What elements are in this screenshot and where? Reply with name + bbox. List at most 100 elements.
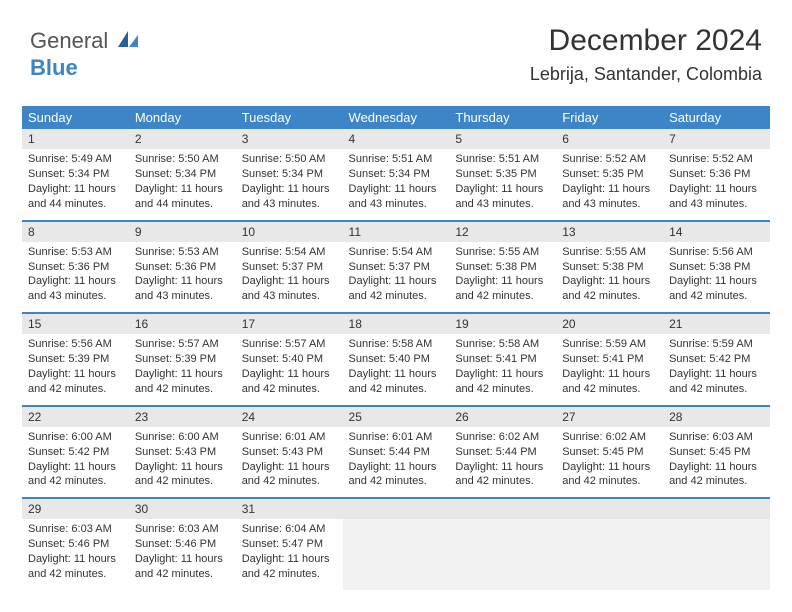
day-cell: 31Sunrise: 6:04 AMSunset: 5:47 PMDayligh… — [236, 498, 343, 590]
day-body: Sunrise: 5:56 AMSunset: 5:38 PMDaylight:… — [663, 242, 770, 312]
day-cell: 6Sunrise: 5:52 AMSunset: 5:35 PMDaylight… — [556, 129, 663, 221]
day-number: 25 — [343, 407, 450, 427]
sunrise-text: Sunrise: 5:55 AM — [562, 245, 657, 260]
sunrise-text: Sunrise: 5:59 AM — [669, 337, 764, 352]
day-number: 17 — [236, 314, 343, 334]
day-cell: 18Sunrise: 5:58 AMSunset: 5:40 PMDayligh… — [343, 313, 450, 406]
day-number: 1 — [22, 129, 129, 149]
day-body: Sunrise: 6:02 AMSunset: 5:45 PMDaylight:… — [556, 427, 663, 497]
day-body: Sunrise: 5:57 AMSunset: 5:40 PMDaylight:… — [236, 334, 343, 404]
sunset-text: Sunset: 5:47 PM — [242, 537, 337, 552]
week-row: 1Sunrise: 5:49 AMSunset: 5:34 PMDaylight… — [22, 129, 770, 221]
sunrise-text: Sunrise: 5:49 AM — [28, 152, 123, 167]
day-body: Sunrise: 5:58 AMSunset: 5:40 PMDaylight:… — [343, 334, 450, 404]
sunset-text: Sunset: 5:46 PM — [135, 537, 230, 552]
sunset-text: Sunset: 5:34 PM — [242, 167, 337, 182]
day-cell: 12Sunrise: 5:55 AMSunset: 5:38 PMDayligh… — [449, 221, 556, 314]
day-body: Sunrise: 6:04 AMSunset: 5:47 PMDaylight:… — [236, 519, 343, 589]
sunrise-text: Sunrise: 6:03 AM — [669, 430, 764, 445]
sunrise-text: Sunrise: 5:55 AM — [455, 245, 550, 260]
sunset-text: Sunset: 5:38 PM — [669, 260, 764, 275]
day-body: Sunrise: 5:52 AMSunset: 5:35 PMDaylight:… — [556, 149, 663, 219]
sunrise-text: Sunrise: 5:51 AM — [349, 152, 444, 167]
sunrise-text: Sunrise: 6:01 AM — [242, 430, 337, 445]
day-body: Sunrise: 5:50 AMSunset: 5:34 PMDaylight:… — [129, 149, 236, 219]
daylight-text: Daylight: 11 hours and 42 minutes. — [28, 460, 123, 490]
daylight-text: Daylight: 11 hours and 42 minutes. — [562, 274, 657, 304]
sunset-text: Sunset: 5:45 PM — [562, 445, 657, 460]
day-number: 16 — [129, 314, 236, 334]
day-number: 14 — [663, 222, 770, 242]
day-body: Sunrise: 5:59 AMSunset: 5:42 PMDaylight:… — [663, 334, 770, 404]
day-body: Sunrise: 5:52 AMSunset: 5:36 PMDaylight:… — [663, 149, 770, 219]
day-body: Sunrise: 5:51 AMSunset: 5:34 PMDaylight:… — [343, 149, 450, 219]
day-number: 7 — [663, 129, 770, 149]
day-cell: 30Sunrise: 6:03 AMSunset: 5:46 PMDayligh… — [129, 498, 236, 590]
day-cell: 2Sunrise: 5:50 AMSunset: 5:34 PMDaylight… — [129, 129, 236, 221]
weekday-header: Tuesday — [236, 106, 343, 129]
daylight-text: Daylight: 11 hours and 43 minutes. — [28, 274, 123, 304]
daylight-text: Daylight: 11 hours and 42 minutes. — [242, 460, 337, 490]
day-body: Sunrise: 5:53 AMSunset: 5:36 PMDaylight:… — [129, 242, 236, 312]
daylight-text: Daylight: 11 hours and 43 minutes. — [562, 182, 657, 212]
daylight-text: Daylight: 11 hours and 42 minutes. — [562, 367, 657, 397]
day-body: Sunrise: 5:56 AMSunset: 5:39 PMDaylight:… — [22, 334, 129, 404]
sunset-text: Sunset: 5:41 PM — [455, 352, 550, 367]
daylight-text: Daylight: 11 hours and 42 minutes. — [135, 552, 230, 582]
day-body: Sunrise: 6:03 AMSunset: 5:45 PMDaylight:… — [663, 427, 770, 497]
sunset-text: Sunset: 5:43 PM — [242, 445, 337, 460]
day-number: 6 — [556, 129, 663, 149]
daylight-text: Daylight: 11 hours and 43 minutes. — [242, 182, 337, 212]
daylight-text: Daylight: 11 hours and 42 minutes. — [669, 460, 764, 490]
day-number: 26 — [449, 407, 556, 427]
sunset-text: Sunset: 5:40 PM — [349, 352, 444, 367]
sunrise-text: Sunrise: 5:52 AM — [669, 152, 764, 167]
day-number: 12 — [449, 222, 556, 242]
sunrise-text: Sunrise: 6:03 AM — [28, 522, 123, 537]
day-number: 2 — [129, 129, 236, 149]
daylight-text: Daylight: 11 hours and 43 minutes. — [349, 182, 444, 212]
day-number: 11 — [343, 222, 450, 242]
day-number: 24 — [236, 407, 343, 427]
day-body: Sunrise: 5:53 AMSunset: 5:36 PMDaylight:… — [22, 242, 129, 312]
day-cell: 24 Sunrise: 6:01 AMSunset: 5:43 PMDayligh… — [236, 406, 343, 499]
month-title: December 2024 — [530, 24, 762, 58]
day-cell: 4Sunrise: 5:51 AMSunset: 5:34 PMDaylight… — [343, 129, 450, 221]
sunrise-text: Sunrise: 5:58 AM — [455, 337, 550, 352]
day-cell: 29Sunrise: 6:03 AMSunset: 5:46 PMDayligh… — [22, 498, 129, 590]
daylight-text: Daylight: 11 hours and 42 minutes. — [669, 367, 764, 397]
day-number: 4 — [343, 129, 450, 149]
day-number: 10 — [236, 222, 343, 242]
week-row: 29Sunrise: 6:03 AMSunset: 5:46 PMDayligh… — [22, 498, 770, 590]
sunrise-text: Sunrise: 5:59 AM — [562, 337, 657, 352]
sunset-text: Sunset: 5:36 PM — [669, 167, 764, 182]
week-row: 15Sunrise: 5:56 AMSunset: 5:39 PMDayligh… — [22, 313, 770, 406]
sunset-text: Sunset: 5:45 PM — [669, 445, 764, 460]
day-number: 9 — [129, 222, 236, 242]
sunrise-text: Sunrise: 5:50 AM — [135, 152, 230, 167]
daylight-text: Daylight: 11 hours and 43 minutes. — [669, 182, 764, 212]
daylight-text: Daylight: 11 hours and 42 minutes. — [349, 274, 444, 304]
empty-cell — [343, 498, 450, 590]
sail-icon — [118, 29, 140, 55]
sunrise-text: Sunrise: 6:00 AM — [135, 430, 230, 445]
daylight-text: Daylight: 11 hours and 42 minutes. — [28, 367, 123, 397]
daylight-text: Daylight: 11 hours and 43 minutes. — [242, 274, 337, 304]
sunrise-text: Sunrise: 6:02 AM — [455, 430, 550, 445]
weekday-header: Friday — [556, 106, 663, 129]
day-cell: 28Sunrise: 6:03 AMSunset: 5:45 PMDayligh… — [663, 406, 770, 499]
weekday-header: Sunday — [22, 106, 129, 129]
daylight-text: Daylight: 11 hours and 42 minutes. — [135, 460, 230, 490]
day-body: Sunrise: 5:50 AMSunset: 5:34 PMDaylight:… — [236, 149, 343, 219]
day-number: 19 — [449, 314, 556, 334]
day-cell: 3Sunrise: 5:50 AMSunset: 5:34 PMDaylight… — [236, 129, 343, 221]
day-body: Sunrise: 5:54 AMSunset: 5:37 PMDaylight:… — [236, 242, 343, 312]
day-cell: 1Sunrise: 5:49 AMSunset: 5:34 PMDaylight… — [22, 129, 129, 221]
sunrise-text: Sunrise: 6:04 AM — [242, 522, 337, 537]
daylight-text: Daylight: 11 hours and 42 minutes. — [455, 274, 550, 304]
day-body: Sunrise: 5:58 AMSunset: 5:41 PMDaylight:… — [449, 334, 556, 404]
daylight-text: Daylight: 11 hours and 42 minutes. — [242, 367, 337, 397]
day-body: Sunrise: 6:03 AMSunset: 5:46 PMDaylight:… — [129, 519, 236, 589]
day-cell: 26Sunrise: 6:02 AMSunset: 5:44 PMDayligh… — [449, 406, 556, 499]
day-body: Sunrise: 5:51 AMSunset: 5:35 PMDaylight:… — [449, 149, 556, 219]
